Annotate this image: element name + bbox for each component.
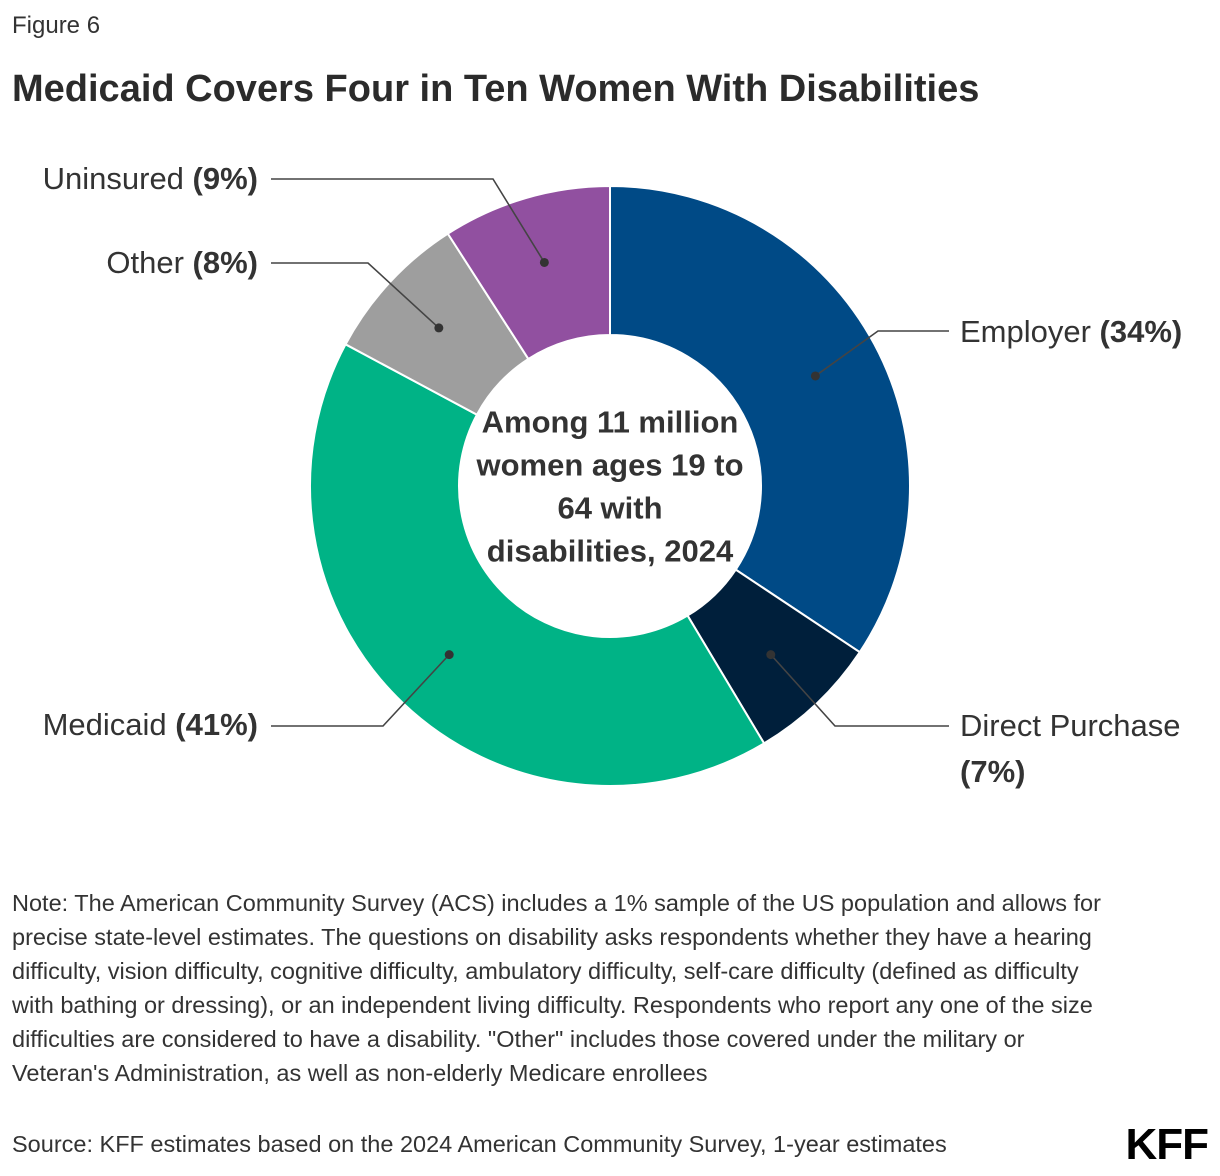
slice-medicaid (309, 342, 766, 787)
center-label-line: Among 11 million (482, 405, 739, 440)
slice-employer (609, 184, 911, 654)
leader-line-other (271, 262, 440, 329)
slice-label-medicaid: Medicaid (41%) (43, 707, 258, 742)
leader-line-direct-purchase (770, 654, 949, 727)
slice-label-direct-purchase: Direct Purchase (960, 708, 1181, 743)
slice-uninsured (446, 184, 611, 361)
center-label-line: 64 with (557, 491, 662, 526)
slice-label-other: Other (8%) (106, 245, 258, 280)
chart-note: Note: The American Community Survey (ACS… (12, 890, 1101, 1086)
slice-label-employer: Employer (34%) (960, 314, 1182, 349)
leader-line-employer (814, 330, 949, 377)
figure-label: Figure 6 (12, 12, 101, 39)
slice-label-direct-purchase: (7%) (960, 754, 1025, 789)
center-label-line: disabilities, 2024 (487, 534, 734, 569)
leader-dot-employer (810, 371, 820, 381)
center-label-line: women ages 19 to (475, 448, 743, 483)
slice-label-uninsured: Uninsured (9%) (43, 161, 258, 196)
kff-logo: KFF (1125, 1120, 1209, 1169)
chart-source: Source: KFF estimates based on the 2024 … (12, 1131, 947, 1157)
chart-title: Medicaid Covers Four in Ten Women With D… (12, 68, 980, 110)
leader-line-medicaid (271, 654, 450, 727)
leader-dot-other (434, 323, 444, 333)
leader-dot-medicaid (444, 650, 454, 660)
donut-chart: Employer (34%) Direct Purchase (7%) Medicai… (43, 161, 1183, 789)
leader-dot-direct-purchase (766, 650, 776, 660)
leader-line-uninsured (271, 178, 546, 263)
leader-dot-uninsured (539, 257, 549, 267)
